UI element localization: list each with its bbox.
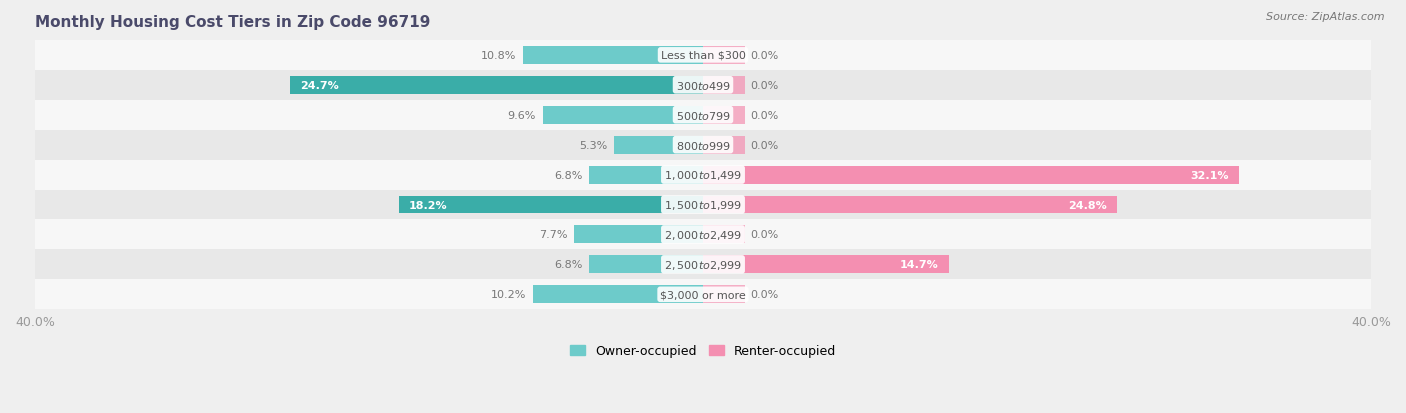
- Bar: [614, 136, 703, 154]
- Bar: [543, 107, 703, 124]
- Text: Source: ZipAtlas.com: Source: ZipAtlas.com: [1267, 12, 1385, 22]
- Text: 32.1%: 32.1%: [1191, 170, 1229, 180]
- Text: 0.0%: 0.0%: [749, 230, 778, 240]
- Bar: [703, 286, 745, 304]
- Text: 10.8%: 10.8%: [481, 51, 516, 61]
- Text: $1,500 to $1,999: $1,500 to $1,999: [664, 199, 742, 211]
- Bar: [703, 196, 1118, 214]
- Text: $2,500 to $2,999: $2,500 to $2,999: [664, 258, 742, 271]
- Text: $500 to $799: $500 to $799: [675, 109, 731, 121]
- Text: Monthly Housing Cost Tiers in Zip Code 96719: Monthly Housing Cost Tiers in Zip Code 9…: [35, 15, 430, 30]
- Bar: [35, 71, 1371, 100]
- Bar: [703, 166, 1239, 184]
- Bar: [35, 220, 1371, 250]
- Bar: [35, 41, 1371, 71]
- Bar: [703, 77, 745, 95]
- Bar: [533, 286, 703, 304]
- Text: 24.8%: 24.8%: [1069, 200, 1107, 210]
- Bar: [523, 47, 703, 65]
- Bar: [35, 131, 1371, 160]
- Bar: [703, 107, 745, 124]
- Text: 24.7%: 24.7%: [301, 81, 339, 90]
- Text: $2,000 to $2,499: $2,000 to $2,499: [664, 228, 742, 241]
- Text: $1,000 to $1,499: $1,000 to $1,499: [664, 169, 742, 182]
- Text: 14.7%: 14.7%: [900, 260, 938, 270]
- Bar: [399, 196, 703, 214]
- Text: 0.0%: 0.0%: [749, 290, 778, 299]
- Bar: [35, 190, 1371, 220]
- Legend: Owner-occupied, Renter-occupied: Owner-occupied, Renter-occupied: [565, 339, 841, 363]
- Bar: [291, 77, 703, 95]
- Text: 6.8%: 6.8%: [554, 170, 582, 180]
- Bar: [35, 100, 1371, 131]
- Text: Less than $300: Less than $300: [661, 51, 745, 61]
- Text: 0.0%: 0.0%: [749, 140, 778, 150]
- Bar: [703, 47, 745, 65]
- Text: $3,000 or more: $3,000 or more: [661, 290, 745, 299]
- Bar: [703, 136, 745, 154]
- Text: 9.6%: 9.6%: [508, 110, 536, 121]
- Bar: [35, 250, 1371, 280]
- Text: $300 to $499: $300 to $499: [675, 80, 731, 92]
- Text: 18.2%: 18.2%: [409, 200, 447, 210]
- Text: 0.0%: 0.0%: [749, 81, 778, 90]
- Bar: [35, 160, 1371, 190]
- Text: 6.8%: 6.8%: [554, 260, 582, 270]
- Bar: [35, 280, 1371, 309]
- Bar: [589, 256, 703, 274]
- Bar: [703, 226, 745, 244]
- Bar: [589, 166, 703, 184]
- Text: 5.3%: 5.3%: [579, 140, 607, 150]
- Text: $800 to $999: $800 to $999: [675, 139, 731, 151]
- Bar: [575, 226, 703, 244]
- Text: 0.0%: 0.0%: [749, 51, 778, 61]
- Text: 7.7%: 7.7%: [540, 230, 568, 240]
- Text: 0.0%: 0.0%: [749, 110, 778, 121]
- Text: 10.2%: 10.2%: [491, 290, 526, 299]
- Bar: [703, 256, 949, 274]
